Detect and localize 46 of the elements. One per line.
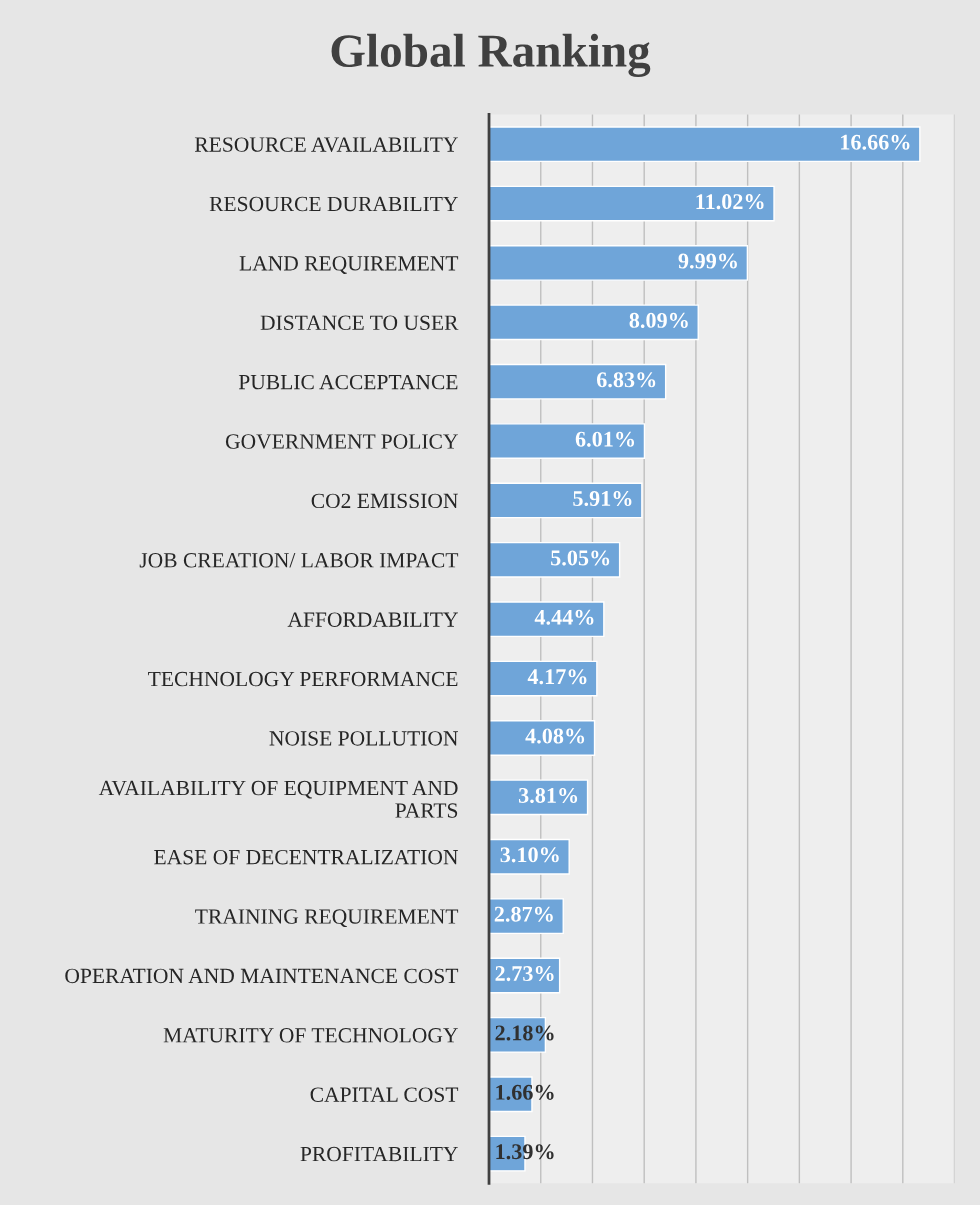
y-tick-label: AVAILABILITY OF EQUIPMENT AND PARTS bbox=[98, 780, 458, 818]
data-label: 6.83% bbox=[596, 372, 656, 388]
data-label: 9.99% bbox=[678, 253, 737, 269]
data-label: 5.91% bbox=[573, 491, 632, 507]
y-tick-label: LAND REQUIREMENT bbox=[239, 256, 459, 274]
y-tick-label: RESOURCE DURABILITY bbox=[209, 196, 458, 212]
bar bbox=[489, 423, 646, 459]
y-tick-label: CO2 EMISSION bbox=[311, 493, 458, 509]
data-label: 4.17% bbox=[527, 669, 587, 685]
bar bbox=[489, 601, 605, 638]
y-tick-label: AFFORDABILITY bbox=[287, 612, 458, 627]
data-label: 6.01% bbox=[575, 431, 635, 447]
y-tick-label: CAPITAL COST bbox=[310, 1087, 459, 1102]
y-tick-label: GOVERNMENT POLICY bbox=[225, 434, 458, 449]
bar bbox=[489, 779, 589, 816]
bar bbox=[489, 126, 921, 163]
data-label: 8.09% bbox=[629, 312, 688, 328]
data-label: 2.73% bbox=[495, 966, 554, 982]
data-label: 3.81% bbox=[518, 787, 578, 803]
bar bbox=[489, 245, 749, 281]
y-tick-label: TRAINING REQUIREMENT bbox=[195, 909, 459, 928]
bar bbox=[489, 660, 598, 697]
y-tick-label: TECHNOLOGY PERFORMANCE bbox=[148, 671, 458, 687]
bar bbox=[489, 482, 643, 519]
bar bbox=[489, 720, 596, 756]
y-tick-label: DISTANCE TO USER bbox=[260, 315, 459, 330]
data-label: 16.66% bbox=[841, 134, 910, 150]
data-label: 4.08% bbox=[525, 728, 585, 744]
y-tick-label: NOISE POLLUTION bbox=[269, 731, 458, 746]
y-tick-label: RESOURCE AVAILABILITY bbox=[194, 137, 458, 152]
y-tick-label: MATURITY OF TECHNOLOGY bbox=[163, 1028, 458, 1043]
bar bbox=[489, 304, 699, 341]
data-label: 2.87% bbox=[494, 906, 553, 922]
y-tick-label: PUBLIC ACCEPTANCE bbox=[238, 374, 458, 390]
data-label: 11.02% bbox=[696, 194, 764, 210]
bar bbox=[489, 541, 621, 578]
data-label: 5.05% bbox=[551, 550, 610, 566]
y-tick-label: PROFITABILITY bbox=[300, 1146, 458, 1162]
bar bbox=[489, 363, 667, 400]
data-label: 3.10% bbox=[500, 847, 559, 863]
y-tick-label: EASE OF DECENTRALIZATION bbox=[154, 849, 458, 865]
bar bbox=[489, 185, 775, 222]
y-tick-label: OPERATION AND MAINTENANCE COST bbox=[65, 968, 459, 984]
chart-title: Global Ranking bbox=[331, 33, 651, 78]
data-label: 4.44% bbox=[534, 609, 594, 625]
y-tick-label: JOB CREATION/ LABOR IMPACT bbox=[139, 553, 459, 568]
